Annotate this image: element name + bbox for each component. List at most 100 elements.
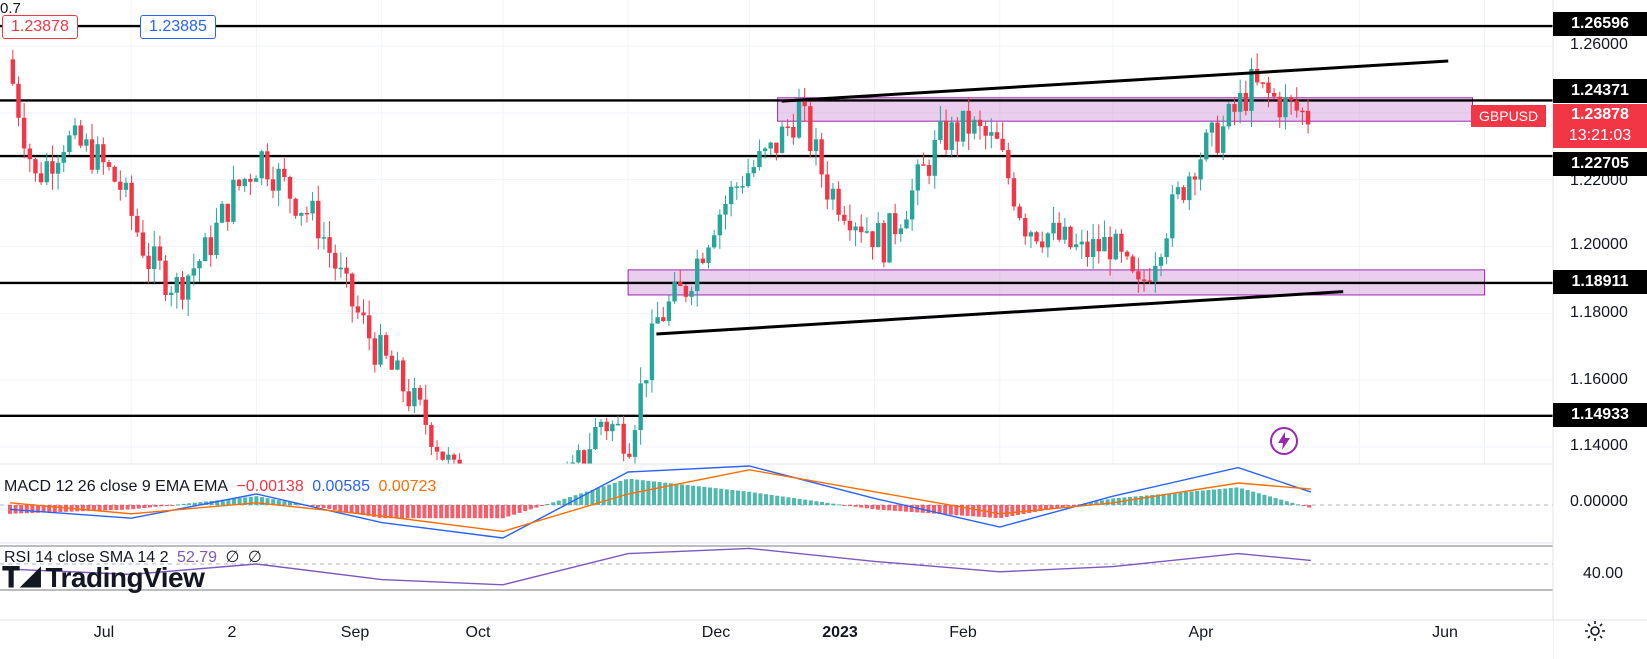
- candle-body: [689, 291, 694, 297]
- macd-histogram-bar: [719, 488, 724, 505]
- candle-body: [321, 237, 327, 239]
- bid-price-box[interactable]: 1.23878: [2, 15, 78, 39]
- flash-icon[interactable]: [1269, 426, 1299, 456]
- macd-histogram-bar: [1105, 499, 1110, 505]
- macd-histogram-bar: [904, 505, 908, 512]
- candle-body: [202, 237, 208, 262]
- ask-price-box[interactable]: 1.23885: [140, 15, 216, 39]
- candle-body: [734, 186, 739, 188]
- macd-histogram-bar: [237, 497, 242, 505]
- macd-histogram-bar: [814, 501, 819, 505]
- macd-histogram-bar: [332, 505, 337, 510]
- macd-histogram-bar: [461, 505, 466, 519]
- candle-body: [253, 178, 259, 182]
- candle-body: [1119, 233, 1124, 252]
- candle-body: [265, 151, 270, 180]
- macd-histogram-bar: [976, 505, 981, 517]
- macd-histogram-bar: [265, 498, 270, 505]
- candle-body: [1254, 68, 1260, 83]
- macd-histogram-bar: [1167, 493, 1172, 505]
- candle-body: [1300, 110, 1305, 113]
- macd-histogram-bar: [472, 505, 477, 519]
- macd-histogram-bar: [1044, 505, 1048, 511]
- macd-histogram-bar: [752, 492, 757, 505]
- candle-body: [276, 168, 281, 191]
- macd-histogram-bar: [271, 499, 276, 505]
- macd-histogram-bar: [556, 500, 561, 505]
- candle-body: [1158, 257, 1164, 266]
- macd-histogram-bar: [1100, 500, 1104, 505]
- candle-body: [672, 281, 677, 302]
- candle-body: [304, 212, 310, 215]
- macd-histogram-bar: [775, 495, 780, 505]
- candle-body: [168, 292, 174, 295]
- macd-histogram-bar: [327, 505, 332, 509]
- macd-histogram-bar: [1195, 490, 1200, 505]
- price-tick: 1.20000: [1570, 236, 1628, 253]
- macd-histogram-bar: [1245, 490, 1250, 505]
- macd-histogram-bar: [646, 480, 651, 505]
- macd-histogram-bar: [601, 486, 606, 505]
- macd-histogram-bar: [870, 505, 875, 510]
- macd-histogram-bar: [1217, 489, 1222, 505]
- candle-body: [887, 213, 892, 263]
- candle-body: [621, 423, 626, 454]
- candle-body: [185, 275, 191, 300]
- level-tag: 1.18911: [1553, 270, 1647, 294]
- candle-body: [208, 237, 213, 256]
- macd-histogram-bar: [1184, 491, 1188, 505]
- macd-histogram-bar: [512, 505, 516, 515]
- macd-histogram-bar: [1212, 489, 1216, 505]
- macd-histogram-bar: [1268, 496, 1272, 505]
- candle-body: [33, 159, 38, 174]
- candle-body: [231, 179, 236, 222]
- candle-body: [383, 335, 389, 356]
- macd-histogram-bar: [58, 505, 63, 512]
- candle-body: [417, 387, 423, 400]
- candle-body: [1045, 233, 1051, 248]
- candle-body: [112, 166, 117, 182]
- candle-body: [644, 380, 649, 384]
- candle-body: [706, 247, 711, 263]
- macd-histogram-bar: [853, 505, 858, 507]
- macd-histogram-bar: [192, 502, 197, 505]
- macd-histogram-bar: [355, 505, 360, 514]
- macd-histogram-bar: [1150, 494, 1155, 505]
- candle-body: [67, 135, 72, 153]
- candle-body: [1271, 92, 1277, 97]
- candle-body: [95, 144, 100, 170]
- macd-histogram-bar: [652, 481, 656, 505]
- macd-histogram-bar: [176, 504, 180, 506]
- macd-histogram-bar: [747, 491, 752, 505]
- candle-body: [949, 122, 954, 150]
- macd-signal-line: [9, 469, 1311, 533]
- macd-histogram-bar: [629, 478, 634, 505]
- macd-histogram-bar: [120, 505, 124, 510]
- symbol-tag[interactable]: GBPUSD: [1471, 105, 1547, 127]
- candle-body: [723, 203, 728, 215]
- candle-body: [259, 151, 264, 179]
- macd-histogram-bar: [164, 505, 169, 506]
- candle-body: [395, 360, 400, 370]
- candle-body: [157, 246, 163, 261]
- macd-histogram-bar: [842, 505, 847, 506]
- macd-histogram-bar: [685, 485, 690, 505]
- macd-histogram-bar: [1049, 505, 1054, 510]
- candle-body: [61, 152, 66, 163]
- macd-histogram-bar: [971, 505, 976, 517]
- candle-body: [412, 387, 417, 407]
- macd-line-value: 0.00585: [312, 478, 371, 495]
- macd-histogram-bar: [534, 505, 539, 508]
- macd-histogram-bar: [153, 505, 158, 507]
- candle-body: [825, 174, 830, 200]
- candle-body: [89, 139, 95, 170]
- macd-histogram-bar: [674, 483, 679, 505]
- settings-gear-icon[interactable]: [1583, 619, 1607, 643]
- candle-body: [666, 301, 672, 321]
- macd-histogram-bar: [1223, 488, 1228, 505]
- rsi-legend[interactable]: RSI 14 close SMA 14 2 52.79 ∅ ∅: [4, 547, 266, 567]
- tv-mark-icon: 𝐓◢: [2, 562, 42, 593]
- macd-legend[interactable]: MACD 12 26 close 9 EMA EMA −0.00138 0.00…: [4, 478, 440, 496]
- candle-body: [1068, 226, 1073, 248]
- macd-histogram-bar: [1027, 505, 1032, 514]
